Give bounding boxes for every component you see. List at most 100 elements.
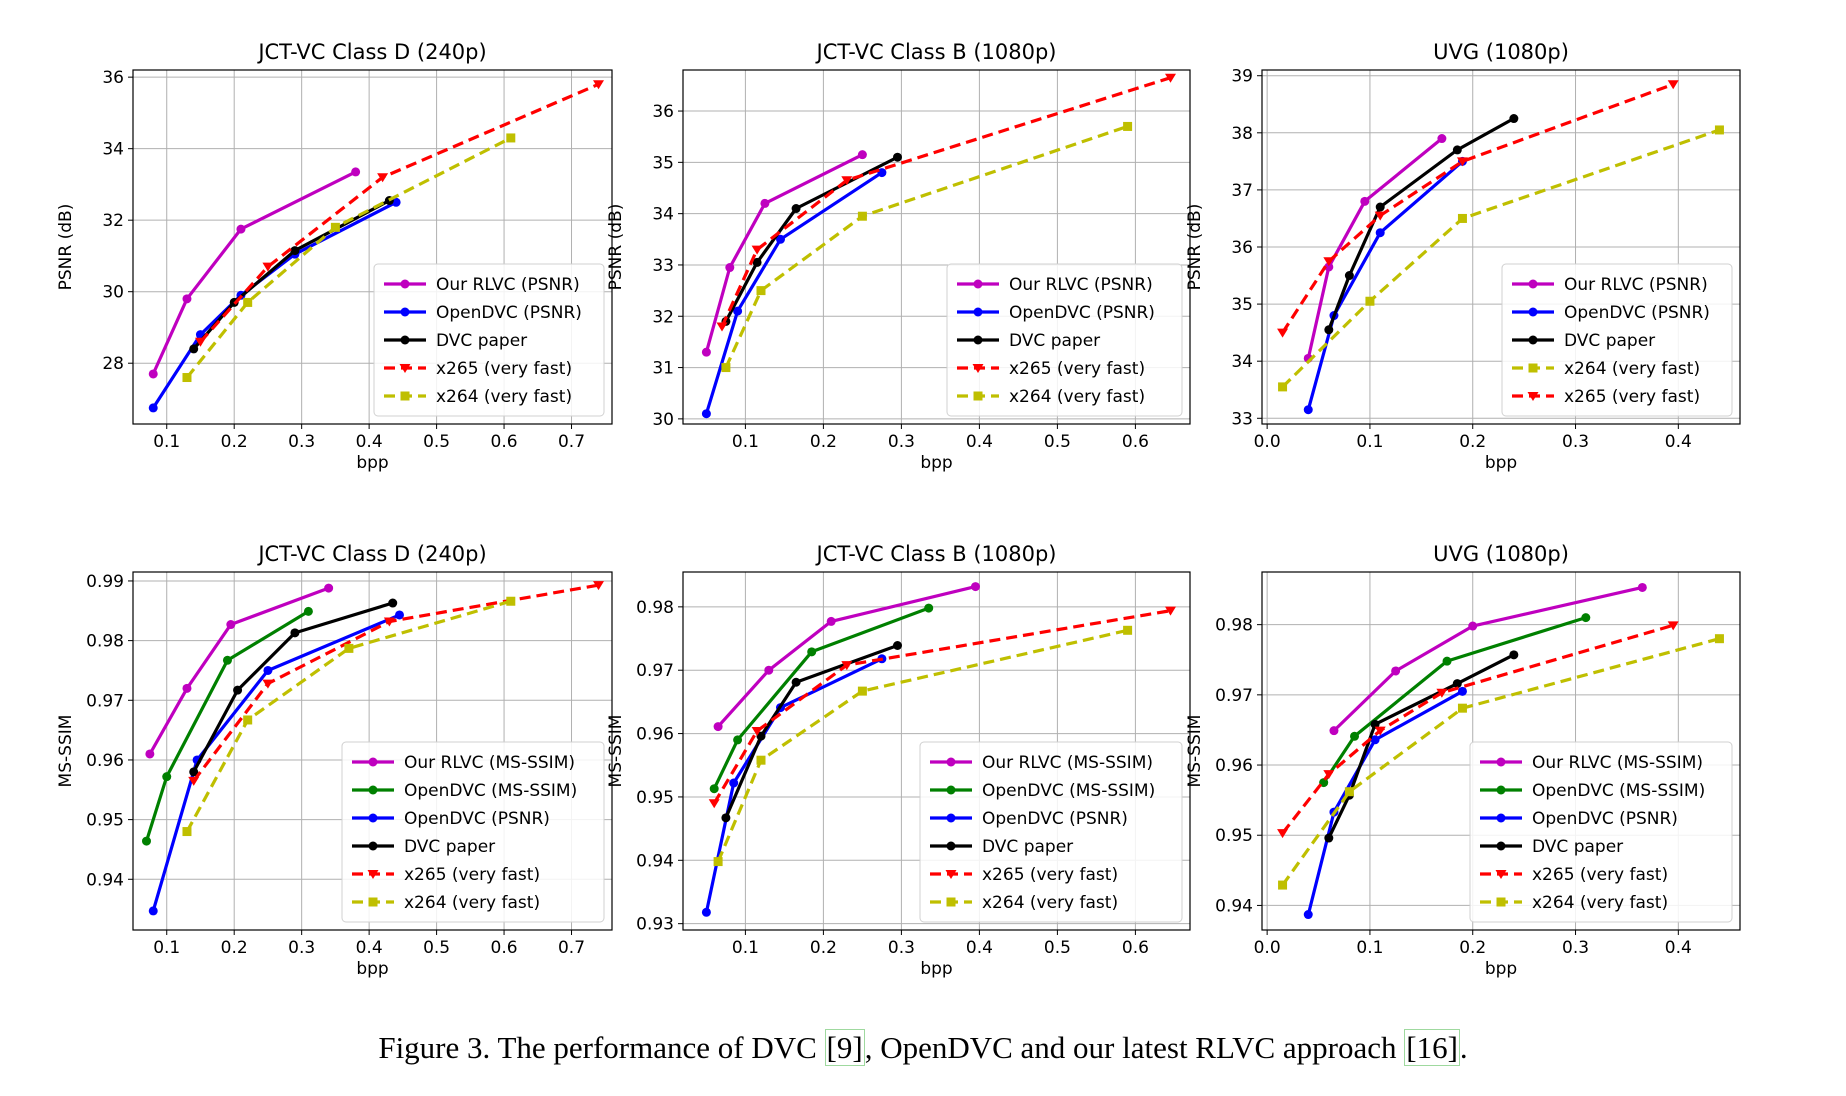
data-point-dvc-paper (1370, 719, 1380, 729)
data-point-our-rlvc-psnr (857, 150, 867, 160)
caption-ref-dvc[interactable]: [9] (824, 1029, 865, 1066)
legend-marker-our-rlvc-ms-ssim (368, 757, 378, 767)
chart-psnr-class-d: 0.1 0.2 0.3 0.4 0.5 0.6 0.7 28 30 32 34 36 JCT-VC Cl… (56, 40, 613, 473)
series-line-x265-very-fast (192, 583, 599, 782)
legend-label: OpenDVC (MS-SSIM) (404, 781, 577, 801)
data-point-opendvc-ms-ssim (709, 784, 719, 794)
x-tick-label: 0.7 (558, 938, 585, 958)
caption-ref-rlvc[interactable]: [16] (1404, 1029, 1460, 1066)
legend-marker-our-rlvc-psnr (1528, 279, 1538, 289)
legend-label: x265 (very fast) (1564, 387, 1700, 407)
y-tick-label: 0.99 (86, 572, 124, 592)
data-point-our-rlvc-psnr (725, 263, 735, 273)
data-point-our-rlvc-ms-ssim (182, 683, 192, 693)
y-tick-label: 35 (652, 153, 674, 173)
data-point-our-rlvc-psnr (1324, 262, 1334, 272)
x-tick-label: 0.4 (1665, 432, 1692, 452)
data-point-our-rlvc-ms-ssim (713, 722, 723, 732)
y-tick-label: 38 (1231, 124, 1253, 144)
data-point-x265-very-fast (1436, 688, 1448, 698)
legend-marker-x265-very-fast (945, 870, 957, 879)
data-point-opendvc-psnr (729, 778, 739, 788)
x-tick-label: 0.1 (153, 938, 180, 958)
data-point-x264-very-fast (1123, 625, 1133, 635)
series-line-our-rlvc-ms-ssim (716, 585, 976, 728)
data-point-x265-very-fast (716, 322, 728, 332)
data-point-opendvc-ms-ssim (162, 772, 172, 782)
y-tick-label: 0.97 (1215, 686, 1253, 706)
axes-frame (132, 571, 613, 931)
series-line-x265-very-fast (199, 82, 600, 343)
data-point-x264-very-fast (1457, 703, 1467, 713)
legend-marker-dvc-paper (973, 335, 983, 345)
x-tick-label: 0.6 (1122, 938, 1149, 958)
data-point-dvc-paper (1509, 650, 1519, 660)
data-point-our-rlvc-ms-ssim (1468, 621, 1478, 631)
data-point-our-rlvc-psnr (701, 347, 711, 357)
data-point-our-rlvc-ms-ssim (1637, 582, 1647, 592)
data-point-opendvc-psnr (877, 168, 887, 178)
y-tick-label: 0.93 (636, 915, 674, 935)
caption-prefix: Figure 3. The performance of DVC (378, 1030, 825, 1065)
y-axis-label: PSNR (dB) (1185, 204, 1205, 291)
legend-marker-opendvc-ms-ssim (368, 785, 378, 795)
y-tick-label: 0.96 (86, 751, 124, 771)
legend-label: x265 (very fast) (1009, 359, 1145, 379)
data-point-x264-very-fast (1344, 787, 1354, 797)
legend-label: OpenDVC (PSNR) (404, 809, 550, 829)
x-tick-label: 0.1 (1356, 432, 1383, 452)
x-tick-label: 0.7 (558, 432, 585, 452)
data-point-x264-very-fast (1123, 121, 1133, 131)
legend-marker-x265-very-fast (367, 870, 379, 879)
data-point-x264-very-fast (1457, 213, 1467, 223)
chart-msssim-uvg: 0.0 0.1 0.2 0.3 0.4 0.94 0.95 0.96 0.97 0.98 UVG (… (1185, 542, 1741, 979)
x-tick-label: 0.2 (1459, 432, 1486, 452)
y-tick-label: 36 (1231, 238, 1253, 258)
caption-middle: , OpenDVC and our latest RLVC approach (864, 1030, 1405, 1065)
legend-label: OpenDVC (PSNR) (1564, 303, 1710, 323)
x-tick-label: 0.3 (888, 432, 915, 452)
data-point-x264-very-fast (506, 596, 516, 606)
legend-box (1501, 263, 1733, 417)
series-line-opendvc-psnr (151, 613, 401, 912)
y-tick-label: 34 (102, 140, 124, 160)
data-point-x264-very-fast (857, 211, 867, 221)
series-line-our-rlvc-psnr (151, 170, 357, 375)
legend-marker-x264-very-fast (973, 391, 983, 401)
x-tick-label: 0.1 (1356, 938, 1383, 958)
data-point-x265-very-fast (1667, 621, 1679, 631)
y-axis-label: MS-SSIM (56, 715, 76, 788)
series-line-opendvc-psnr (1306, 160, 1464, 411)
y-tick-label: 0.97 (636, 661, 674, 681)
y-tick-label: 36 (652, 102, 674, 122)
x-tick-label: 0.2 (221, 432, 248, 452)
x-tick-label: 0.2 (810, 938, 837, 958)
legend-box (946, 263, 1183, 417)
data-point-opendvc-psnr (1303, 910, 1313, 920)
legend-marker-opendvc-psnr (946, 813, 956, 823)
series-line-x264-very-fast (185, 136, 512, 379)
legend-marker-opendvc-ms-ssim (946, 785, 956, 795)
y-tick-label: 0.97 (86, 691, 124, 711)
data-point-x265-very-fast (377, 173, 389, 183)
data-point-opendvc-ms-ssim (1581, 613, 1591, 623)
x-tick-label: 0.3 (888, 938, 915, 958)
data-point-x264-very-fast (344, 643, 354, 653)
y-tick-label: 34 (1231, 352, 1253, 372)
data-point-x264-very-fast (182, 827, 192, 837)
y-axis-label: PSNR (dB) (56, 204, 76, 291)
data-point-x265-very-fast (262, 679, 274, 689)
y-tick-label: 32 (652, 307, 674, 327)
x-axis-label: bpp (920, 453, 952, 473)
data-point-our-rlvc-psnr (1437, 134, 1447, 144)
axes-frame (682, 69, 1191, 425)
series-line-x264-very-fast (724, 124, 1129, 369)
data-point-our-rlvc-psnr (182, 294, 192, 304)
legend-label: x264 (very fast) (1009, 387, 1145, 407)
data-point-x264-very-fast (182, 373, 192, 383)
data-point-x265-very-fast (1374, 211, 1386, 221)
data-point-dvc-paper (756, 731, 766, 741)
legend-marker-dvc-paper (1496, 841, 1506, 851)
data-point-our-rlvc-ms-ssim (1329, 726, 1339, 736)
x-tick-label: 0.5 (1044, 432, 1071, 452)
